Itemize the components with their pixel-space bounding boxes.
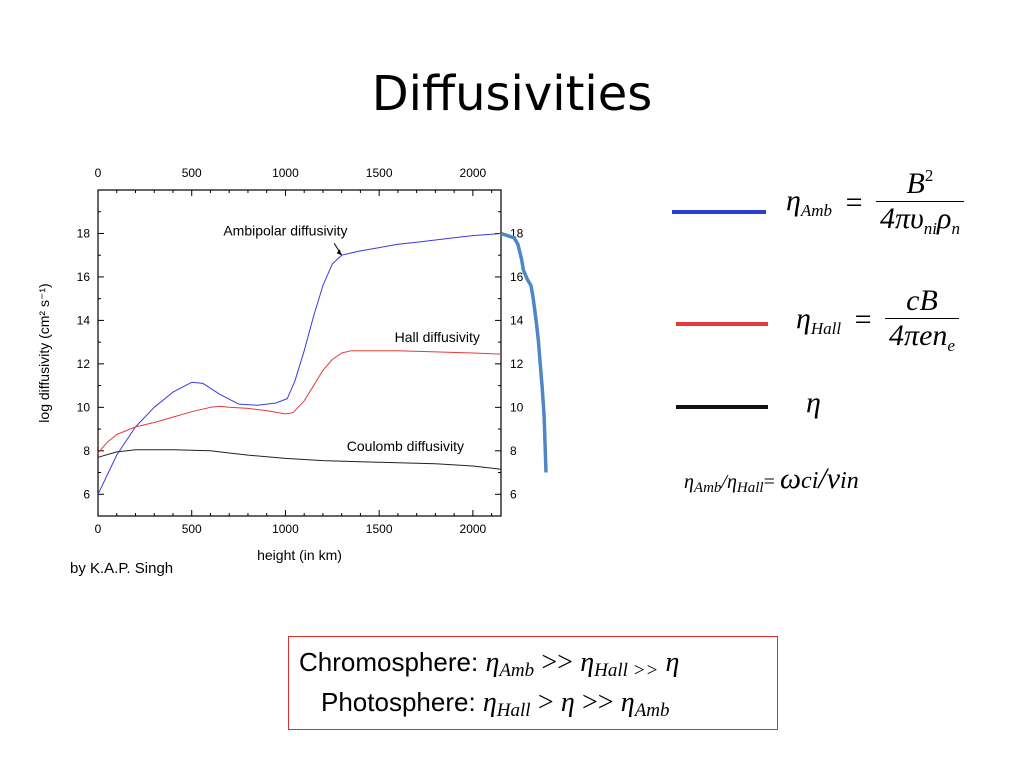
- x-tick-label-bottom: 500: [182, 522, 202, 536]
- y-tick-label-left: 18: [77, 226, 91, 240]
- equation-coulomb: η: [806, 386, 821, 419]
- x-tick-label-top: 2000: [460, 166, 487, 180]
- slide-title: Diffusivities: [371, 66, 653, 122]
- ratio-equation: ηAmb/ηHall= ωci/νin: [684, 462, 859, 496]
- y-tick-label-right: 12: [510, 357, 524, 371]
- y-tick-label-left: 16: [77, 270, 91, 284]
- y-tick-label-right: 8: [510, 444, 517, 458]
- legend-line-coulomb: [676, 405, 768, 409]
- y-tick-label-left: 14: [77, 313, 91, 327]
- y-tick-label-left: 8: [83, 444, 90, 458]
- annotation-coulomb: Coulomb diffusivity: [347, 438, 464, 454]
- x-tick-label-top: 500: [182, 166, 202, 180]
- coulomb-line: [97, 449, 502, 470]
- x-tick-label-bottom: 0: [95, 522, 102, 536]
- x-tick-label-top: 1000: [272, 166, 299, 180]
- plot-frame: [97, 189, 502, 517]
- y-axis-label: log diffusivity (cm² s⁻¹): [36, 283, 52, 422]
- y-tick-label-right: 6: [510, 487, 517, 501]
- annotation-arrow-head: [336, 249, 342, 256]
- y-tick-label-left: 12: [77, 357, 91, 371]
- photosphere-row: Photosphere: ηHall > η >> ηAmb: [321, 687, 670, 721]
- y-tick-label-right: 16: [510, 270, 524, 284]
- equation-ambipolar: ηAmb = B2 4πυniρn: [786, 166, 964, 239]
- equation-hall: ηHall = cB 4πene: [796, 284, 959, 356]
- annotation-ambipolar: Ambipolar diffusivity: [223, 223, 347, 239]
- x-tick-label-bottom: 1500: [366, 522, 393, 536]
- chromosphere-row: Chromosphere: ηAmb >> ηHall >> η: [299, 647, 680, 681]
- annotation-hall: Hall diffusivity: [395, 329, 480, 345]
- x-tick-label-bottom: 2000: [460, 522, 487, 536]
- x-tick-label-top: 0: [95, 166, 102, 180]
- y-tick-label-right: 14: [510, 313, 524, 327]
- summary-box: Chromosphere: ηAmb >> ηHall >> η Photosp…: [288, 636, 778, 730]
- hall-line: [97, 350, 502, 454]
- y-tick-label-left: 6: [83, 487, 90, 501]
- credit-text: by K.A.P. Singh: [70, 560, 174, 577]
- y-tick-label-right: 10: [510, 400, 524, 414]
- y-tick-label-left: 10: [77, 400, 91, 414]
- x-axis-label: height (in km): [257, 547, 342, 563]
- overlay-line: [500, 231, 548, 473]
- x-tick-label-top: 1500: [366, 166, 393, 180]
- ambipolar-line: [97, 233, 502, 495]
- legend-line-ambipolar: [672, 210, 766, 214]
- legend-line-hall: [676, 322, 768, 326]
- x-tick-label-bottom: 1000: [272, 522, 299, 536]
